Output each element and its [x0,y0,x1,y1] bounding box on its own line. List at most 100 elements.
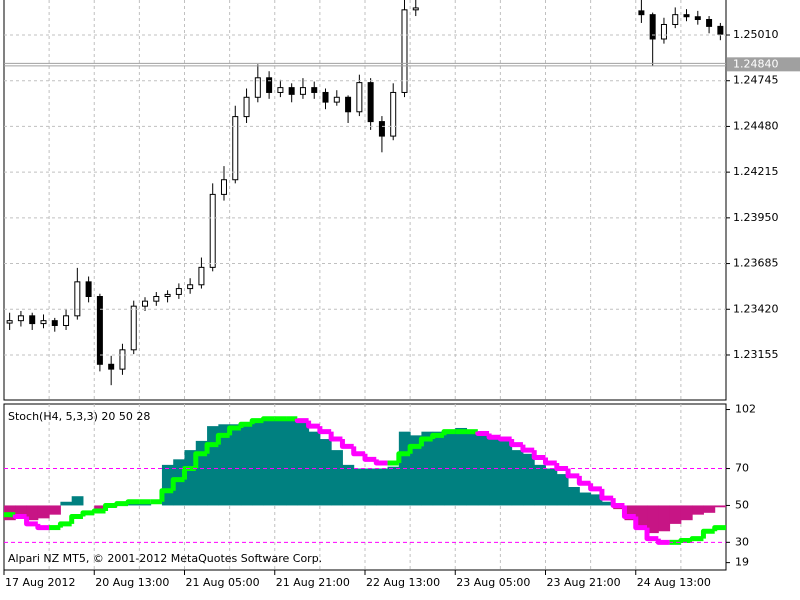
stoch-fill [49,505,61,515]
stoch-fill [511,450,524,506]
stoch-signal-line [497,436,512,442]
indicator-title: Stoch(H4, 5,3,3) 20 50 28 [8,410,150,423]
stoch-signal-line [24,516,38,527]
stoch-signal-line [362,453,377,462]
candle-body [254,77,261,98]
candle-body [40,320,47,325]
stoch-fill [534,464,546,506]
stoch-signal-line [509,439,523,448]
candle-body [333,96,340,103]
stoch-fill [466,431,479,506]
candle-body [378,121,385,137]
stoch-signal-line [351,446,365,457]
stoch-signal-line [249,418,264,425]
stoch-fill [353,468,366,506]
stoch-signal-line [610,498,625,508]
stoch-fill [601,501,614,506]
candle-body [299,87,306,95]
stoch-signal-line [407,443,422,454]
stoch-signal-line [531,450,546,460]
candle-body [164,293,171,298]
y-tick-label: 1.23155 [733,348,779,361]
stoch-signal-line [486,433,501,440]
candle-body [17,315,24,322]
stoch-signal-line [170,477,185,491]
stoch-signal-line [260,416,275,422]
stoch-signal-line [712,525,726,532]
candle-body [322,91,329,103]
stoch-fill [173,459,185,506]
x-tick-label: 23 Aug 05:00 [456,576,530,589]
stoch-fill [669,505,682,524]
stoch-signal-line [700,528,715,539]
stoch-fill [37,505,50,519]
stoch-fill [128,503,140,506]
stoch-fill [252,420,264,506]
stoch-fill [60,501,73,506]
stoch-signal-line [238,421,253,428]
stoch-fill [680,505,693,521]
candle-body [311,87,318,93]
candle-body [672,14,679,25]
stoch-signal-line [599,488,614,501]
stoch-fill [240,422,253,506]
stoch-fill [500,440,513,506]
stoch-fill [658,505,671,532]
x-tick-label: 23 Aug 21:00 [547,576,621,589]
candle-body [142,300,149,307]
stoch-signal-line [543,457,557,466]
stoch-signal-line [339,439,354,449]
stoch-signal-line [125,499,140,505]
stoch-signal-line [655,538,670,545]
stoch-signal-line [373,459,388,466]
stoch-fill [297,422,310,506]
stoch-signal-line [430,432,444,440]
stoch-fill [229,424,242,506]
candle-body [243,96,250,118]
candle-body [288,87,295,95]
stoch-signal-line [294,418,309,424]
candle-body [209,193,216,268]
candle-body [649,14,656,40]
candle-body [175,288,182,295]
candle-body [119,349,126,370]
candle-body [412,7,419,11]
stoch-signal-line [57,521,72,528]
candle-body [717,25,724,35]
x-tick-label: 21 Aug 21:00 [276,576,350,589]
y-tick-label: 1.23685 [733,257,779,270]
candle-body [220,179,227,195]
stoch-signal-line [193,451,208,469]
stoch-fill [387,466,400,506]
candle-body [232,116,239,181]
stoch-fill [635,505,648,528]
candle-body [638,10,645,16]
stoch-signal-line [689,536,704,542]
stoch-fill [342,464,355,506]
stoch-fill [161,464,174,506]
stoch-fill [624,505,637,521]
stoch-signal-line [182,466,196,480]
candle-body [29,315,36,325]
stoch-signal-line [227,425,241,436]
stoch-fill [286,420,298,506]
candle-body [706,18,713,27]
candle-body [108,363,115,370]
stoch-signal-line [441,429,456,436]
stoch-fill [477,435,490,506]
stoch-fill [195,440,208,506]
stoch-fill [579,492,592,506]
stoch-fill [94,505,107,510]
current-price-box [727,57,800,72]
candles [6,0,724,386]
candle-body [51,320,58,326]
stoch-signal-line [35,523,50,531]
y-tick-label: 19 [735,556,749,569]
candle-body [153,296,160,302]
y-tick-label: 1.24480 [733,119,779,132]
candle-body [266,77,273,93]
stoch-signal-line [565,468,580,479]
candle-body [660,23,667,40]
stoch-signal-line [103,502,117,511]
